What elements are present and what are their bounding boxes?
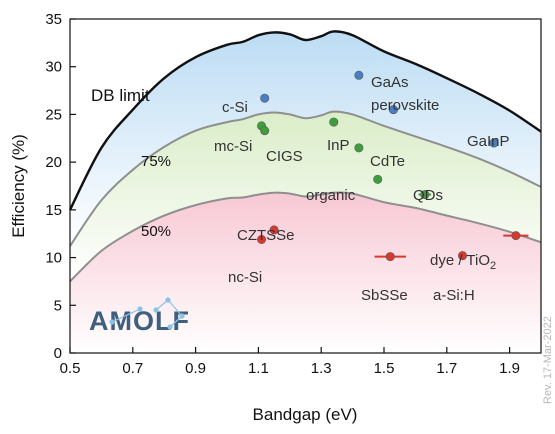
label-a-si-h: a-Si:H bbox=[433, 287, 475, 304]
label-inp: InP bbox=[327, 137, 350, 154]
x-tick-label: 1.5 bbox=[374, 360, 395, 377]
label-mc-si: mc-Si bbox=[214, 138, 252, 155]
curve-pct75 bbox=[69, 110, 542, 247]
point-cdte bbox=[354, 143, 364, 153]
point-gaas bbox=[354, 70, 364, 80]
label-dye-tio2: dye / TiO2 bbox=[430, 252, 496, 272]
point-inp bbox=[329, 117, 339, 127]
curve-pct50 bbox=[69, 191, 542, 283]
point-dye-tio bbox=[511, 231, 521, 241]
x-tick-label: 1.9 bbox=[499, 360, 520, 377]
x-tick-label: 1.3 bbox=[311, 360, 332, 377]
label-dye-tio2-subscript: 2 bbox=[490, 260, 496, 272]
plot-frame bbox=[69, 18, 542, 354]
point-c-si bbox=[260, 93, 270, 103]
y-tick-label: 25 bbox=[45, 106, 62, 123]
y-tick-label: 15 bbox=[45, 202, 62, 219]
label-cdte: CdTe bbox=[370, 153, 405, 170]
x-tick-label: 1.1 bbox=[248, 360, 269, 377]
label-gaas: GaAs bbox=[371, 74, 409, 91]
x-axis-ticks: 0.5 0.7 0.9 1.1 1.3 1.5 1.7 1.9 bbox=[60, 347, 520, 377]
label-c-si: c-Si bbox=[222, 99, 248, 116]
revision-stamp: Rev. 17-Mar-2022 bbox=[542, 316, 554, 404]
point-cigs bbox=[260, 126, 270, 136]
data-points bbox=[257, 70, 529, 262]
y-tick-label: 5 bbox=[54, 297, 62, 314]
point-nc-si bbox=[257, 234, 267, 244]
y-axis-title: Efficiency (%) bbox=[9, 134, 28, 238]
curve-75-label: 75% bbox=[141, 153, 171, 170]
x-tick-label: 0.9 bbox=[185, 360, 206, 377]
point-gainp bbox=[489, 138, 499, 148]
x-tick-label: 1.7 bbox=[436, 360, 457, 377]
db-limit-label: DB limit bbox=[91, 86, 150, 105]
point-a-si-h bbox=[457, 251, 467, 261]
x-axis-title: Bandgap (eV) bbox=[253, 405, 358, 424]
y-tick-label: 20 bbox=[45, 154, 62, 171]
y-tick-label: 0 bbox=[54, 345, 62, 362]
label-organic: organic bbox=[306, 187, 356, 204]
point-cztsse bbox=[269, 225, 279, 235]
x-tick-label: 0.7 bbox=[122, 360, 143, 377]
label-cztsse: CZTSSe bbox=[237, 227, 295, 244]
point-sbsse bbox=[385, 252, 395, 262]
y-tick-label: 30 bbox=[45, 59, 62, 76]
label-nc-si: nc-Si bbox=[228, 269, 262, 286]
y-tick-label: 10 bbox=[45, 250, 62, 267]
label-qds: QDs bbox=[413, 187, 443, 204]
amolf-logo: AMOLF bbox=[89, 297, 189, 336]
point-organic bbox=[373, 174, 383, 184]
point-qds bbox=[420, 190, 430, 200]
label-dye-tio2-main: dye / TiO bbox=[430, 252, 490, 269]
label-perovskite: perovskite bbox=[371, 97, 439, 114]
amolf-logo-molecule-icon bbox=[109, 297, 185, 330]
region-db-limit bbox=[70, 31, 541, 247]
y-tick-label: 35 bbox=[45, 11, 62, 28]
point-labels: c-Si GaAs perovskite GaInP mc-Si CIGS In… bbox=[214, 74, 510, 304]
region-pct50 bbox=[70, 192, 541, 353]
curve-db-limit bbox=[68, 30, 542, 211]
label-sbsse: SbSSe bbox=[361, 287, 408, 304]
curve-strokes bbox=[68, 30, 542, 283]
label-cigs: CIGS bbox=[266, 148, 303, 165]
point-perovskite bbox=[388, 105, 398, 115]
y-axis-ticks: 0 5 10 15 20 25 30 35 bbox=[45, 11, 76, 362]
curve-50-label: 50% bbox=[141, 223, 171, 240]
label-gainp: GaInP bbox=[467, 133, 510, 150]
x-tick-label: 0.5 bbox=[60, 360, 81, 377]
